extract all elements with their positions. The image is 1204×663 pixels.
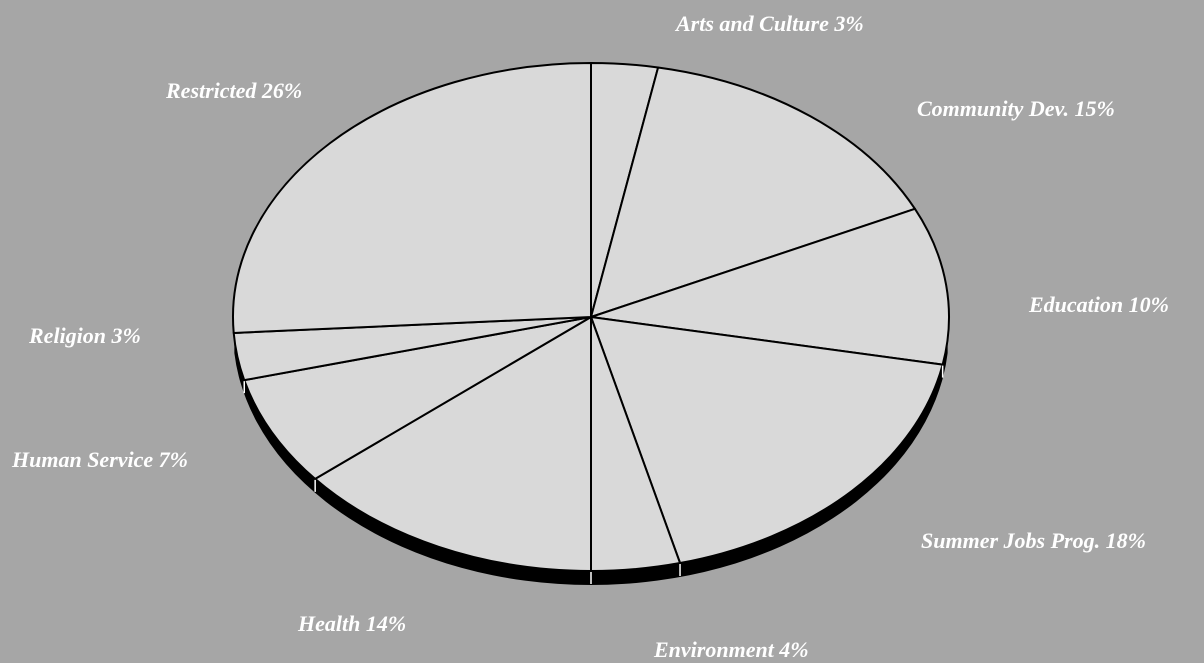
slice-label-human-service: Human Service 7%: [12, 447, 188, 472]
slice-label-education: Education 10%: [1029, 292, 1169, 317]
slice-label-religion: Religion 3%: [29, 323, 141, 348]
pie-slice-community-dev: [590, 66, 916, 318]
slice-label-community-dev: Community Dev. 15%: [917, 96, 1115, 121]
pie-slice-education: [590, 207, 950, 366]
pie-slice-health: [314, 316, 592, 572]
pie-slice-human-service: [243, 316, 592, 480]
slice-label-health: Health 14%: [298, 611, 407, 636]
slice-label-environment: Environment 4%: [654, 637, 809, 662]
slice-label-arts-and-culture: Arts and Culture 3%: [676, 11, 864, 36]
slice-label-summer-jobs: Summer Jobs Prog. 18%: [921, 528, 1146, 553]
slice-label-restricted: Restricted 26%: [166, 78, 303, 103]
pie-slice-summer-jobs-prog: [590, 316, 944, 565]
pie-slice-restricted: [232, 62, 592, 334]
